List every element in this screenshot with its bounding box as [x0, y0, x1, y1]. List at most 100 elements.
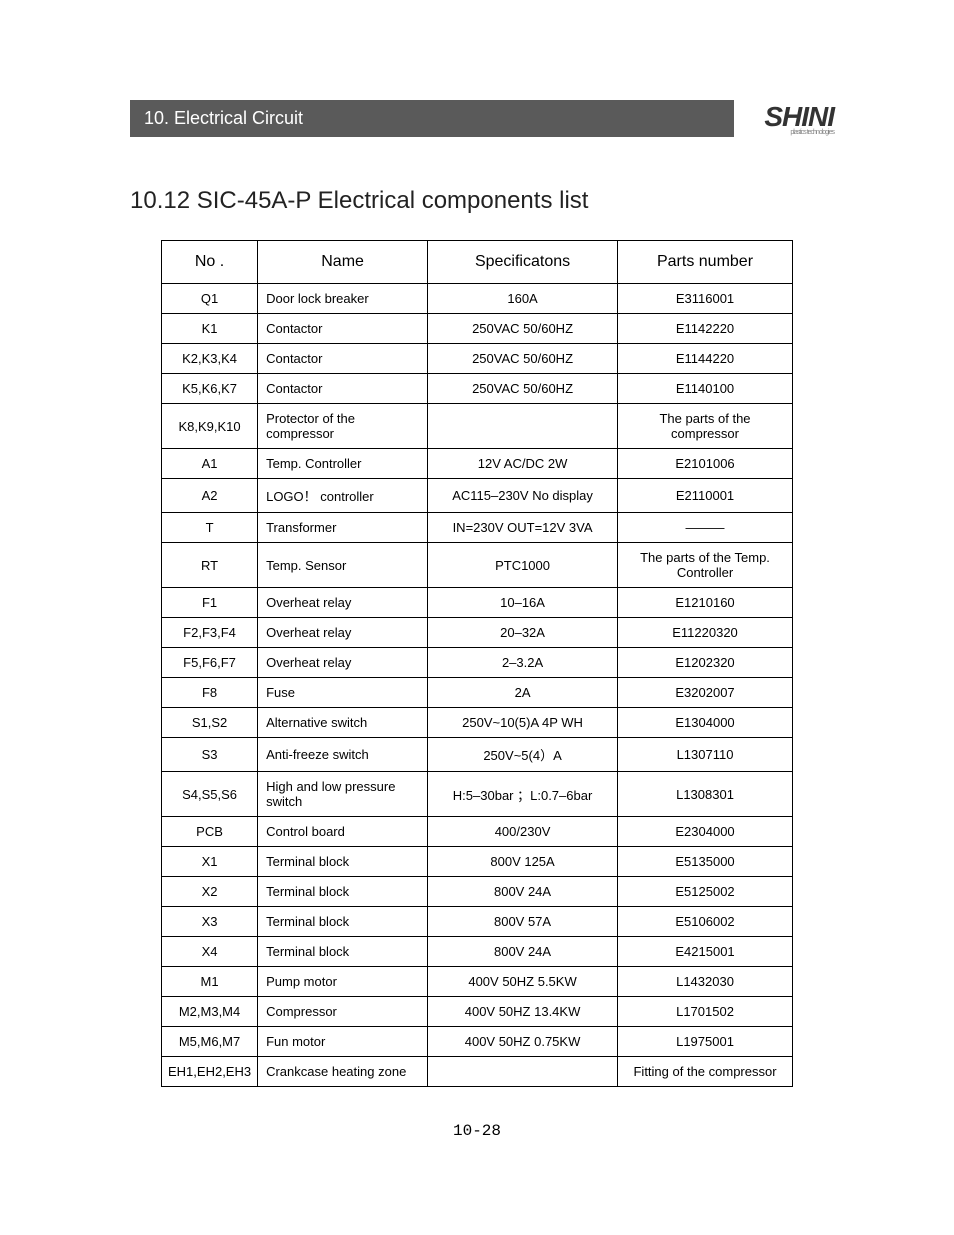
col-header-no: No .: [162, 241, 258, 284]
table-row: Q1Door lock breaker160AE3116001: [162, 284, 793, 314]
table-row: X1Terminal block800V 125AE5135000: [162, 847, 793, 877]
table-cell: 800V 24A: [428, 877, 618, 907]
table-cell: A2: [162, 479, 258, 513]
table-cell: E3202007: [618, 678, 793, 708]
table-cell: X3: [162, 907, 258, 937]
table-cell: Overheat relay: [258, 648, 428, 678]
table-cell: Overheat relay: [258, 588, 428, 618]
table-cell: Overheat relay: [258, 618, 428, 648]
logo-main: SHINI: [764, 101, 834, 132]
table-cell: Protector of the compressor: [258, 404, 428, 449]
section-title: 10.12 SIC-45A-P Electrical components li…: [130, 187, 954, 215]
table-row: X4Terminal block800V 24AE4215001: [162, 937, 793, 967]
table-cell: Compressor: [258, 997, 428, 1027]
header-bar: 10. Electrical Circuit: [130, 100, 734, 137]
components-table: No . Name Specificatons Parts number Q1D…: [161, 240, 793, 1087]
col-header-name: Name: [258, 241, 428, 284]
table-cell: 250VAC 50/60HZ: [428, 374, 618, 404]
table-cell: High and low pressure switch: [258, 772, 428, 817]
table-cell: F5,F6,F7: [162, 648, 258, 678]
table-cell: [428, 1057, 618, 1087]
table-cell: PTC1000: [428, 543, 618, 588]
table-cell: EH1,EH2,EH3: [162, 1057, 258, 1087]
table-cell: AC115–230V No display: [428, 479, 618, 513]
table-cell: E5125002: [618, 877, 793, 907]
table-cell: 20–32A: [428, 618, 618, 648]
table-cell: A1: [162, 449, 258, 479]
table-row: S1,S2Alternative switch250V~10(5)A 4P WH…: [162, 708, 793, 738]
table-cell: Alternative switch: [258, 708, 428, 738]
table-cell: ———: [618, 513, 793, 543]
header-title: 10. Electrical Circuit: [144, 108, 303, 128]
table-cell: 10–16A: [428, 588, 618, 618]
table-cell: Contactor: [258, 344, 428, 374]
table-cell: Terminal block: [258, 907, 428, 937]
table-cell: K8,K9,K10: [162, 404, 258, 449]
table-cell: 250VAC 50/60HZ: [428, 344, 618, 374]
table-cell: IN=230V OUT=12V 3VA: [428, 513, 618, 543]
table-row: RTTemp. SensorPTC1000The parts of the Te…: [162, 543, 793, 588]
table-row: F5,F6,F7Overheat relay2–3.2AE1202320: [162, 648, 793, 678]
table-row: S4,S5,S6High and low pressure switchH:5–…: [162, 772, 793, 817]
table-cell: F2,F3,F4: [162, 618, 258, 648]
table-cell: Terminal block: [258, 847, 428, 877]
table-cell: X4: [162, 937, 258, 967]
logo: SHINI plastics technologies: [764, 101, 834, 136]
table-cell: E2304000: [618, 817, 793, 847]
table-row: TTransformerIN=230V OUT=12V 3VA———: [162, 513, 793, 543]
table-row: F1Overheat relay10–16AE1210160: [162, 588, 793, 618]
table-row: X2Terminal block800V 24AE5125002: [162, 877, 793, 907]
table-row: K8,K9,K10Protector of the compressor The …: [162, 404, 793, 449]
table-cell: Contactor: [258, 374, 428, 404]
table-cell: 2A: [428, 678, 618, 708]
table-cell: Terminal block: [258, 937, 428, 967]
col-header-parts: Parts number: [618, 241, 793, 284]
components-table-container: No . Name Specificatons Parts number Q1D…: [161, 240, 793, 1087]
table-cell: H:5–30bar ；L:0.7–6bar: [428, 772, 618, 817]
table-cell: RT: [162, 543, 258, 588]
table-cell: 12V AC/DC 2W: [428, 449, 618, 479]
table-cell: 250V~10(5)A 4P WH: [428, 708, 618, 738]
table-cell: 160A: [428, 284, 618, 314]
table-cell: 400V 50HZ 0.75KW: [428, 1027, 618, 1057]
table-cell: L1432030: [618, 967, 793, 997]
page-number: 10-28: [0, 1122, 954, 1140]
table-row: X3Terminal block800V 57AE5106002: [162, 907, 793, 937]
table-cell: Fuse: [258, 678, 428, 708]
table-cell: E2101006: [618, 449, 793, 479]
table-body: Q1Door lock breaker160AE3116001K1Contact…: [162, 284, 793, 1087]
table-row: F2,F3,F4Overheat relay20–32AE11220320: [162, 618, 793, 648]
table-cell: L1308301: [618, 772, 793, 817]
table-cell: 800V 24A: [428, 937, 618, 967]
table-cell: 400V 50HZ 5.5KW: [428, 967, 618, 997]
table-row: A2LOGO！ controllerAC115–230V No displayE…: [162, 479, 793, 513]
table-row: A1Temp. Controller12V AC/DC 2WE2101006: [162, 449, 793, 479]
table-cell: Anti-freeze switch: [258, 738, 428, 772]
table-cell: K5,K6,K7: [162, 374, 258, 404]
table-cell: E11220320: [618, 618, 793, 648]
table-cell: 250V~5(4）A: [428, 738, 618, 772]
table-row: EH1,EH2,EH3Crankcase heating zoneFitting…: [162, 1057, 793, 1087]
table-cell: E5135000: [618, 847, 793, 877]
table-cell: The parts of the Temp. Controller: [618, 543, 793, 588]
table-cell: E3116001: [618, 284, 793, 314]
table-cell: K2,K3,K4: [162, 344, 258, 374]
table-cell: Door lock breaker: [258, 284, 428, 314]
table-row: K1Contactor250VAC 50/60HZE1142220: [162, 314, 793, 344]
table-cell: L1975001: [618, 1027, 793, 1057]
table-header-row: No . Name Specificatons Parts number: [162, 241, 793, 284]
table-cell: E2110001: [618, 479, 793, 513]
table-cell: Transformer: [258, 513, 428, 543]
table-cell: The parts of the compressor: [618, 404, 793, 449]
table-cell: Crankcase heating zone: [258, 1057, 428, 1087]
table-cell: K1: [162, 314, 258, 344]
table-cell: E5106002: [618, 907, 793, 937]
col-header-spec: Specificatons: [428, 241, 618, 284]
table-cell: M2,M3,M4: [162, 997, 258, 1027]
table-cell: Control board: [258, 817, 428, 847]
page-header: 10. Electrical Circuit SHINI plastics te…: [0, 100, 954, 137]
table-cell: S1,S2: [162, 708, 258, 738]
table-cell: Terminal block: [258, 877, 428, 907]
table-cell: 800V 57A: [428, 907, 618, 937]
table-row: S3Anti-freeze switch250V~5(4）AL1307110: [162, 738, 793, 772]
